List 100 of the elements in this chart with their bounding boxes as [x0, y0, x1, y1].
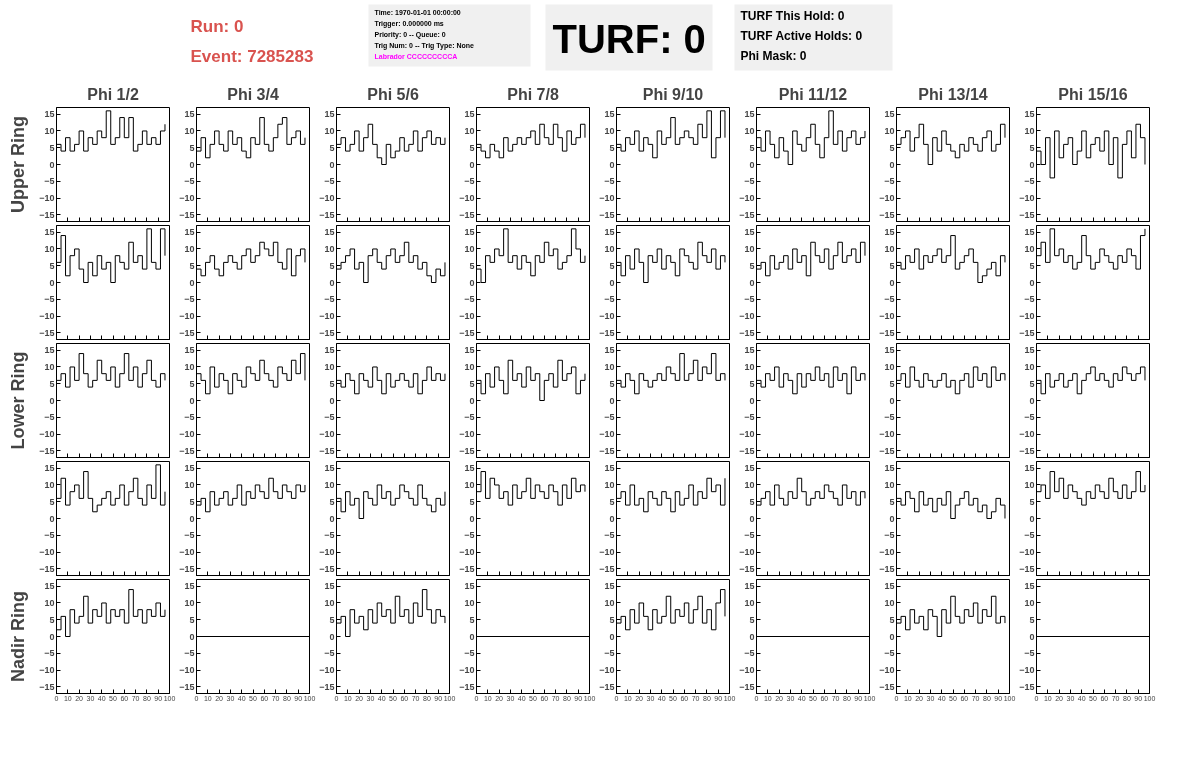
y-tick-label: −10	[459, 665, 475, 676]
y-tick-label: 0	[1029, 159, 1035, 170]
y-tick-label: −10	[319, 311, 335, 322]
y-tick-label: −5	[1024, 412, 1035, 423]
y-tick-label: 15	[464, 227, 475, 238]
y-tick-label: −5	[44, 176, 55, 187]
y-tick-label: 10	[44, 479, 55, 490]
y-tick-label: 0	[469, 159, 475, 170]
y-tick-label: 0	[329, 159, 335, 170]
y-tick-label: 15	[324, 109, 335, 120]
y-tick-label: 0	[889, 277, 895, 288]
y-tick-label: 0	[329, 395, 335, 406]
y-tick-label: −15	[599, 445, 615, 456]
chart-title: Phi 9/10	[642, 85, 704, 103]
y-tick-label: 15	[884, 463, 895, 474]
y-tick-label: 15	[44, 227, 55, 238]
y-tick-label: 0	[189, 513, 195, 524]
y-tick-label: 15	[744, 109, 755, 120]
y-tick-label: 10	[324, 361, 335, 372]
y-tick-label: 10	[1024, 597, 1035, 608]
y-tick-label: 0	[49, 277, 55, 288]
y-tick-label: 10	[184, 479, 195, 490]
y-tick-label: 5	[889, 260, 895, 271]
y-tick-label: 0	[609, 277, 615, 288]
y-tick-label: −10	[599, 311, 615, 322]
y-tick-label: 15	[744, 227, 755, 238]
y-tick-label: 5	[329, 378, 335, 389]
text: Run: 0	[190, 17, 244, 36]
y-tick-label: −10	[1019, 311, 1035, 322]
y-tick-label: 0	[609, 159, 615, 170]
y-tick-label: 10	[1024, 125, 1035, 136]
text: Event: 7285283	[190, 47, 314, 66]
y-tick-label: −10	[879, 665, 895, 676]
y-tick-label: −15	[599, 209, 615, 220]
y-tick-label: 15	[1024, 581, 1035, 592]
y-tick-label: 5	[329, 614, 335, 625]
y-tick-label: −10	[179, 665, 195, 676]
y-tick-label: −15	[459, 681, 475, 692]
chart-title: Phi 5/6	[367, 85, 419, 103]
y-tick-label: −15	[879, 327, 895, 338]
y-tick-label: −10	[739, 429, 755, 440]
y-tick-label: −5	[1024, 530, 1035, 541]
y-tick-label: 0	[749, 631, 755, 642]
y-tick-label: −15	[739, 563, 755, 574]
y-tick-label: 10	[464, 361, 475, 372]
chart-title: Phi 1/2	[87, 85, 139, 103]
y-tick-label: 0	[189, 159, 195, 170]
y-tick-label: −15	[39, 209, 55, 220]
y-tick-label: 5	[609, 614, 615, 625]
y-tick-label: 10	[604, 597, 615, 608]
y-tick-label: 10	[184, 597, 195, 608]
y-tick-label: 5	[189, 496, 195, 507]
y-tick-label: −5	[744, 412, 755, 423]
y-tick-label: 0	[49, 631, 55, 642]
y-tick-label: −10	[739, 311, 755, 322]
y-tick-label: −15	[739, 445, 755, 456]
y-tick-label: 15	[324, 345, 335, 356]
y-tick-label: −15	[459, 209, 475, 220]
y-tick-label: −5	[324, 176, 335, 187]
y-tick-label: 5	[189, 614, 195, 625]
y-tick-label: −15	[459, 445, 475, 456]
y-tick-label: 10	[1024, 361, 1035, 372]
y-tick-label: −5	[744, 176, 755, 187]
y-tick-label: −10	[599, 193, 615, 204]
y-tick-label: −10	[739, 547, 755, 558]
y-tick-label: −10	[319, 429, 335, 440]
y-tick-label: −15	[179, 681, 195, 692]
y-tick-label: −10	[459, 547, 475, 558]
y-tick-label: 10	[884, 597, 895, 608]
y-tick-label: 0	[189, 631, 195, 642]
y-tick-label: 10	[324, 125, 335, 136]
y-tick-label: −5	[184, 412, 195, 423]
y-tick-label: 15	[604, 345, 615, 356]
y-tick-label: 0	[749, 395, 755, 406]
y-tick-label: 5	[469, 260, 475, 271]
y-tick-label: −5	[184, 530, 195, 541]
y-tick-label: 15	[604, 581, 615, 592]
text: TURF This Hold: 0	[740, 8, 845, 23]
y-tick-label: 15	[184, 345, 195, 356]
y-tick-label: 10	[1024, 479, 1035, 490]
y-tick-label: 5	[1029, 496, 1035, 507]
y-tick-label: −10	[179, 429, 195, 440]
y-tick-label: 15	[464, 109, 475, 120]
y-tick-label: −15	[459, 563, 475, 574]
y-tick-label: 0	[469, 277, 475, 288]
y-tick-label: −15	[39, 327, 55, 338]
y-tick-label: −15	[599, 681, 615, 692]
y-tick-label: −15	[1019, 563, 1035, 574]
y-tick-label: −5	[44, 530, 55, 541]
y-tick-label: 5	[609, 496, 615, 507]
y-tick-label: −15	[179, 445, 195, 456]
y-tick-label: −15	[319, 563, 335, 574]
y-tick-label: 5	[469, 614, 475, 625]
y-tick-label: 5	[49, 260, 55, 271]
y-tick-label: −5	[1024, 176, 1035, 187]
y-tick-label: −5	[604, 648, 615, 659]
y-tick-label: 15	[744, 345, 755, 356]
y-tick-label: −15	[459, 327, 475, 338]
y-tick-label: −15	[1019, 445, 1035, 456]
y-tick-label: 0	[609, 395, 615, 406]
